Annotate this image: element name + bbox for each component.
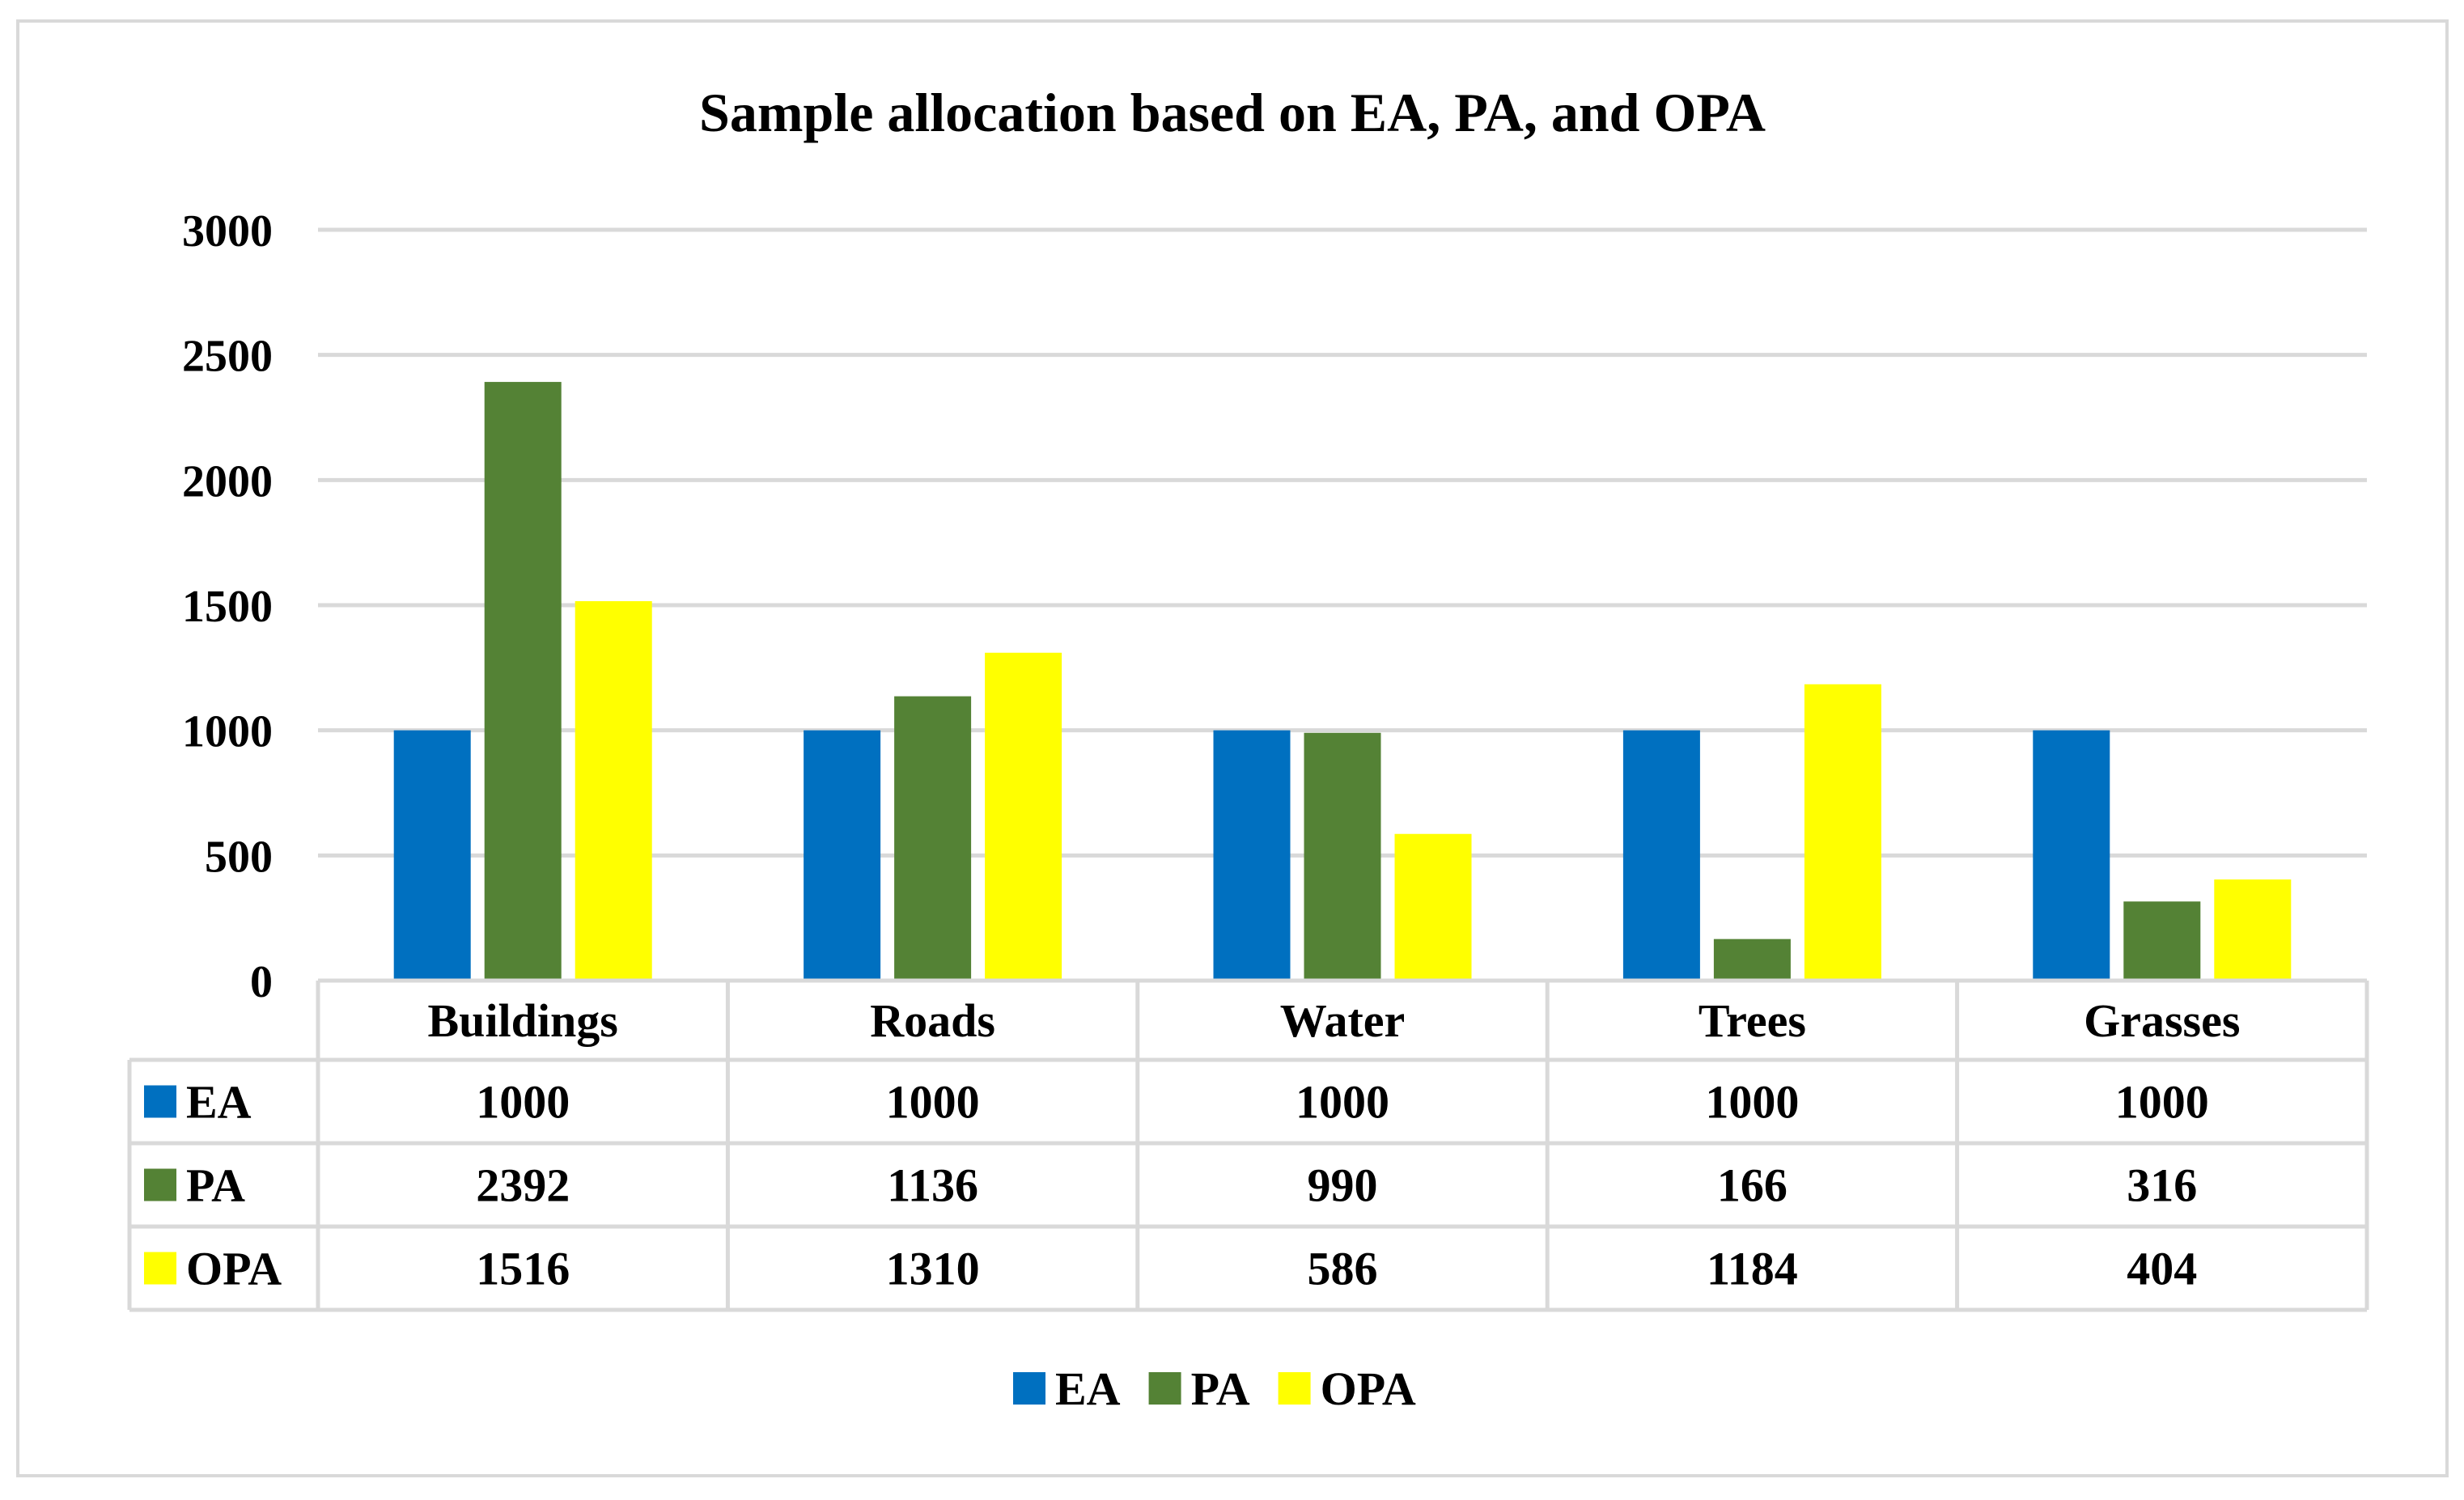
data-label: 1184	[1707, 1243, 1798, 1295]
bar-opa-trees	[1804, 684, 1881, 981]
bar-ea-grasses	[2033, 730, 2110, 981]
y-tick-label: 3000	[182, 206, 273, 256]
y-tick-label: 500	[205, 832, 273, 882]
y-tick-label: 1500	[182, 582, 273, 632]
table-row-label: EA	[186, 1076, 252, 1129]
bar-pa-grasses	[2123, 901, 2201, 981]
table-row-label: PA	[186, 1159, 245, 1212]
data-label: 1136	[887, 1159, 978, 1212]
bar-pa-water	[1304, 732, 1381, 981]
y-tick-label: 2000	[182, 456, 273, 506]
data-label: 1000	[1296, 1076, 1389, 1129]
bar-opa-buildings	[575, 601, 652, 981]
bar-opa-roads	[985, 652, 1062, 981]
y-axis-ticks: 0 500 1000 1500 2000 2500 3000	[182, 206, 273, 1007]
chart-title: Sample allocation based on EA, PA, and O…	[699, 82, 1766, 143]
data-label: 2392	[476, 1159, 570, 1212]
legend-key-pa	[1148, 1372, 1181, 1405]
bar-pa-roads	[894, 696, 972, 981]
bar-ea-roads	[804, 730, 881, 981]
bar-ea-buildings	[393, 730, 471, 981]
bar-pa-buildings	[484, 382, 562, 981]
x-tick-label: Grasses	[2084, 994, 2240, 1047]
data-label: 1000	[886, 1076, 980, 1129]
x-tick-label: Trees	[1699, 994, 1806, 1047]
legend-key-ea	[1013, 1372, 1045, 1405]
bars	[393, 382, 2292, 981]
x-tick-label: Water	[1280, 994, 1406, 1047]
legend-label: OPA	[1321, 1362, 1416, 1415]
legend-key-opa	[1278, 1372, 1311, 1405]
y-tick-label: 2500	[182, 332, 273, 382]
x-tick-label: Buildings	[428, 994, 618, 1047]
data-label: 404	[2127, 1243, 2197, 1295]
data-table: Buildings Roads Water Trees Grasses EA 1000 100…	[127, 978, 2369, 1312]
data-label: 316	[2127, 1159, 2197, 1212]
legend-label: PA	[1191, 1362, 1250, 1415]
bar-pa-trees	[1713, 939, 1791, 981]
data-label: 1000	[2115, 1076, 2209, 1129]
data-label: 166	[1717, 1159, 1788, 1212]
y-tick-label: 0	[250, 957, 273, 1007]
table-legend-key	[144, 1252, 176, 1285]
bar-ea-water	[1213, 730, 1291, 981]
table-legend-key	[144, 1085, 176, 1118]
bar-opa-grasses	[2214, 879, 2292, 981]
x-tick-label: Roads	[870, 994, 995, 1047]
legend-label: EA	[1055, 1362, 1121, 1415]
bar-ea-trees	[1622, 730, 1700, 981]
legend: EA PA OPA	[1013, 1362, 1416, 1415]
data-label: 1516	[476, 1243, 570, 1295]
data-label: 1310	[886, 1243, 980, 1295]
data-label: 1000	[476, 1076, 570, 1129]
table-legend-key	[144, 1168, 176, 1201]
gridlines	[318, 227, 2367, 858]
bar-opa-water	[1394, 833, 1472, 981]
y-tick-label: 1000	[182, 707, 273, 757]
data-label: 990	[1308, 1159, 1378, 1212]
data-label: 586	[1308, 1243, 1378, 1295]
table-row-label: OPA	[186, 1243, 282, 1295]
data-label: 1000	[1705, 1076, 1799, 1129]
